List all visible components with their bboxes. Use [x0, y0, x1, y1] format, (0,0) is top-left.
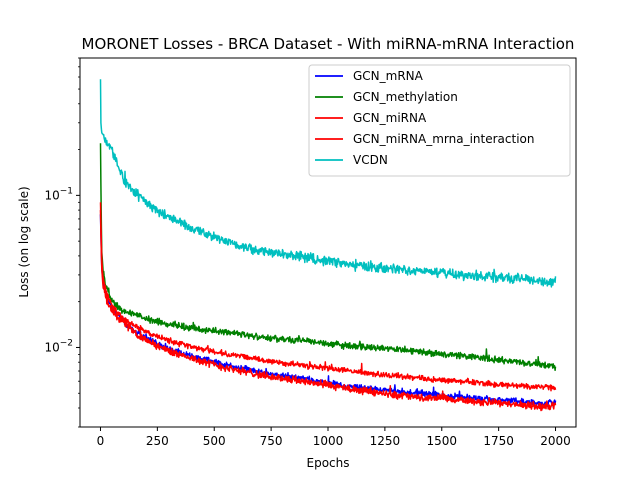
x-axis-label: Epochs [307, 456, 350, 470]
x-tick-label: 750 [260, 434, 283, 448]
series-line-gcn-mirna-mrna-interaction [99, 210, 557, 412]
legend-label: GCN_mRNA [353, 69, 424, 83]
x-tick-label: 1750 [483, 434, 514, 448]
x-tick-label: 250 [146, 434, 169, 448]
series-line-vcdn [99, 79, 557, 288]
x-tick-label: 500 [203, 434, 226, 448]
x-tick-label: 1500 [426, 434, 457, 448]
x-tick-label: 0 [97, 434, 105, 448]
legend-label: GCN_methylation [353, 90, 458, 104]
y-axis-label: Loss (on log scale) [17, 186, 31, 297]
y-axis-ticks: 10−2 10−1 [44, 57, 80, 428]
y-tick-label: 10−2 [44, 338, 73, 354]
legend: GCN_mRNA GCN_methylation GCN_miRNA GCN_miRN… [308, 64, 571, 177]
legend-label: VCDN [353, 153, 388, 167]
chart-title: MORONET Losses - BRCA Dataset - With miR… [82, 35, 575, 53]
series-line-gcn-methylation [99, 143, 557, 372]
legend-label: GCN_miRNA_mrna_interaction [353, 132, 534, 146]
y-tick-label: 10−1 [44, 186, 73, 202]
x-axis-ticks: 0 250 500 750 1000 1250 1500 1750 2000 [97, 427, 571, 448]
x-tick-label: 1000 [313, 434, 344, 448]
x-tick-label: 2000 [540, 434, 571, 448]
series-line-gcn-mirna [99, 202, 557, 392]
series-line-gcn-mrna [99, 214, 557, 408]
x-tick-label: 1250 [370, 434, 401, 448]
legend-box [308, 64, 571, 177]
series-layer [99, 79, 557, 412]
legend-label: GCN_miRNA [353, 111, 427, 125]
